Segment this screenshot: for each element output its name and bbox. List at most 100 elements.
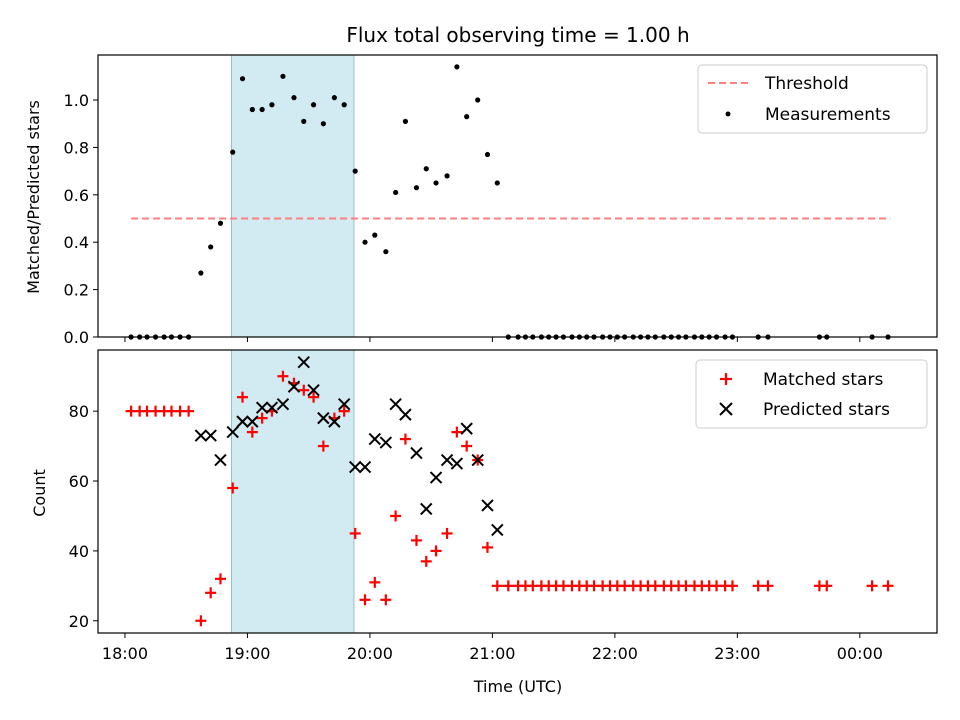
matched-star-marker [420, 555, 432, 567]
measurement-point [352, 168, 358, 174]
matched-star-marker [726, 580, 738, 592]
bottom-x-tick-label: 21:00 [469, 644, 515, 663]
predicted-star-marker [297, 356, 310, 369]
predicted-star-marker [368, 432, 382, 446]
bottom-legend: Matched stars Predicted stars [695, 359, 928, 429]
measurement-point [198, 270, 204, 276]
predicted-star-marker [287, 380, 301, 393]
predicted-star-marker [389, 397, 402, 411]
measurement-point [280, 73, 286, 79]
bottom-x-tick-label: 19:00 [224, 644, 270, 663]
matched-star-marker [441, 527, 453, 539]
measurement-point [301, 118, 307, 124]
bottom-x-tick-label: 23:00 [714, 644, 760, 663]
matched-star-marker [349, 527, 361, 539]
count-panel: 20 40 60 80 18:00 19:00 20:00 21:00 22:00 23:00 00… [30, 349, 938, 696]
predicted-star-marker [460, 422, 473, 435]
measurement-point [362, 239, 368, 245]
measurement-point [291, 95, 297, 101]
predicted-star-marker [226, 425, 239, 439]
matched-star-marker [308, 391, 320, 403]
predicted-star-marker [429, 471, 443, 484]
bottom-x-tick-label: 22:00 [592, 644, 638, 663]
measurement-point [259, 106, 265, 113]
bottom-axes-frame [97, 349, 938, 634]
predicted-star-marker [328, 415, 341, 428]
predicted-star-marker [440, 453, 454, 467]
matched-star-marker [227, 482, 239, 494]
legend-matched-label: Matched stars [763, 370, 883, 390]
matched-star-marker [481, 541, 493, 553]
matched-star-marker [256, 412, 268, 424]
top-axis-ticks: 0.0 0.2 0.4 0.6 0.8 1.0 [64, 91, 861, 347]
measurement-point [239, 76, 246, 82]
legend-matched-swatch [720, 373, 732, 385]
ratio-panel: 0.0 0.2 0.4 0.6 0.8 1.0 Matched/Predicted sta… [24, 54, 938, 347]
top-y-tick-label: 0.6 [64, 186, 89, 205]
predicted-star-marker [276, 397, 290, 411]
matched-star-marker [214, 573, 226, 585]
bottom-y-tick-label: 20 [69, 612, 89, 631]
matched-star-marker [237, 391, 249, 403]
measurement-point [331, 95, 337, 101]
matched-star-marker [821, 580, 833, 592]
predicted-star-marker [399, 408, 412, 421]
predicted-star-marker [255, 401, 269, 414]
bottom-x-tick-label: 20:00 [347, 644, 393, 663]
matched-star-marker [277, 370, 289, 382]
top-y-tick-label: 1.0 [64, 91, 89, 110]
observing-window-shade-top [231, 54, 355, 338]
top-axes-frame [97, 54, 938, 338]
predicted-star-marker [420, 502, 433, 516]
top-y-tick-label: 0.8 [64, 138, 89, 157]
bottom-y-axis-label: Count [30, 469, 49, 517]
measurement-point [217, 220, 224, 226]
top-legend: Threshold Measurements [697, 64, 928, 134]
matched-star-marker [461, 440, 473, 452]
matched-star-marker [430, 545, 442, 557]
matched-star-marker [866, 580, 878, 592]
bottom-y-tick-label: 40 [69, 542, 89, 561]
top-y-tick-label: 0.4 [64, 233, 89, 252]
predicted-star-marker [481, 499, 494, 512]
predicted-star-marker [246, 415, 259, 428]
predicted-star-marker [236, 415, 249, 428]
measurement-point [464, 114, 470, 120]
bottom-x-tick-label: 00:00 [837, 644, 883, 663]
predicted-star-marker [379, 436, 393, 449]
matched-star-marker [410, 534, 422, 546]
measurement-point [475, 97, 481, 103]
measurement-point [372, 232, 378, 238]
predicted-star-marker [349, 460, 362, 474]
matched-star-marker [317, 440, 329, 452]
chart-title: Flux total observing time = 1.00 h [346, 23, 689, 47]
bottom-y-tick-label: 80 [69, 402, 89, 421]
predicted-star-marker [450, 457, 464, 470]
top-y-axis-label: Matched/Predicted stars [24, 100, 43, 294]
predicted-star-marker [337, 397, 351, 411]
matched-star-marker [183, 405, 195, 417]
measurement-point [494, 180, 500, 186]
matched-star-marker [451, 426, 463, 438]
top-y-tick-label: 0.2 [64, 281, 89, 300]
predicted-star-marker [204, 429, 217, 442]
measurement-point [320, 121, 326, 127]
matched-star-marker [399, 433, 411, 445]
matched-star-marker [882, 580, 894, 592]
predicted-star-marker [214, 453, 227, 467]
predicted-star-marker [358, 460, 372, 474]
measurement-point [310, 102, 317, 108]
predicted-star-marker [317, 411, 330, 425]
measurement-point [444, 173, 450, 179]
matched-star-marker [338, 405, 350, 417]
matched-star-marker [390, 510, 402, 522]
bottom-x-tick-label: 18:00 [102, 644, 148, 663]
legend-predicted-label: Predicted stars [763, 400, 890, 420]
bottom-axis-ticks: 20 40 60 80 18:00 19:00 20:00 21:00 22:00 23:00 00… [69, 402, 883, 663]
matched-star-marker [369, 576, 381, 588]
measurement-point [341, 102, 347, 108]
predicted-star-marker [491, 523, 504, 537]
matched-star-marker [205, 587, 217, 599]
measurement-point [383, 249, 389, 255]
